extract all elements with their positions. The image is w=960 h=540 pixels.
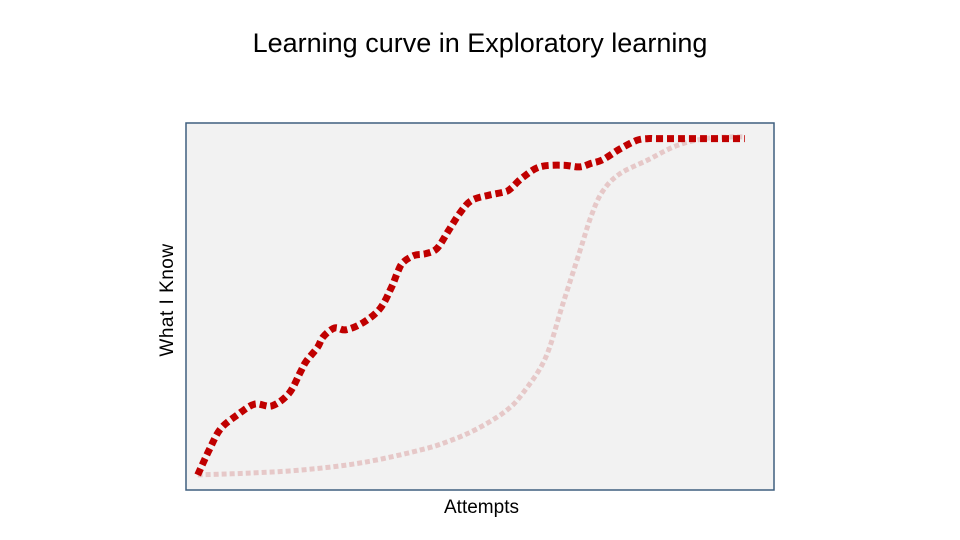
x-axis-label: Attempts <box>444 497 519 518</box>
series-line-bold <box>194 134 745 477</box>
series-layer <box>194 134 745 478</box>
series-line-faint <box>197 134 745 478</box>
plot-area <box>185 122 775 491</box>
y-axis-label: What I Know <box>157 243 178 357</box>
chart-title: Learning curve in Exploratory learning <box>252 28 708 58</box>
